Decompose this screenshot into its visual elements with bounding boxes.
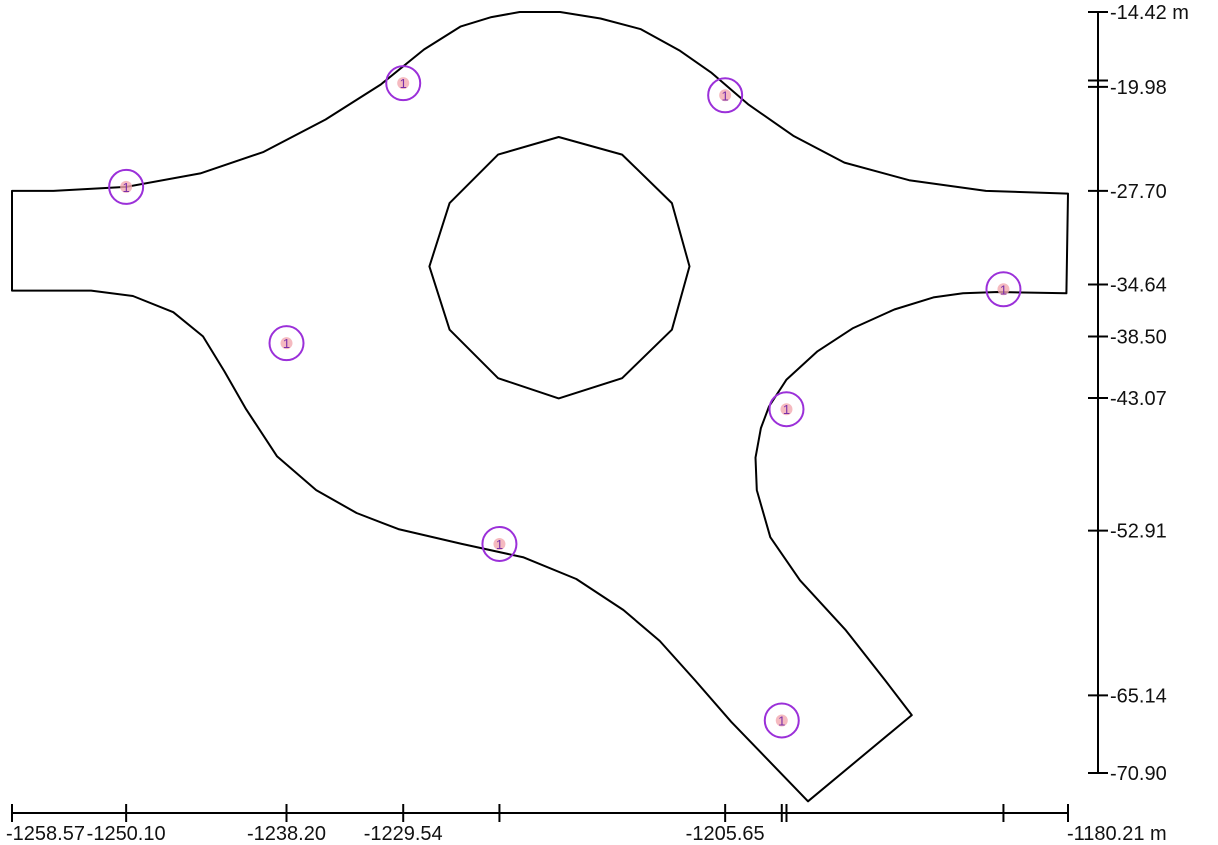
marker-5[interactable]: 1 <box>768 391 805 428</box>
marker-ring <box>768 391 805 428</box>
y-axis-tick-label: -19.98 <box>1110 77 1167 99</box>
marker-4[interactable]: 1 <box>985 271 1022 308</box>
marker-ring <box>108 168 145 205</box>
y-axis-tick-label: -14.42 m <box>1110 2 1189 24</box>
x-axis-tick-label: -1229.54 <box>364 823 443 845</box>
y-axis-tick-label: -27.70 <box>1110 181 1167 203</box>
y-axis-tick-label: -34.64 <box>1110 274 1167 296</box>
marker-2[interactable]: 1 <box>385 65 422 102</box>
marker-dot <box>493 537 506 550</box>
marker-8[interactable]: 1 <box>763 702 800 739</box>
road-layer <box>11 11 1069 803</box>
marker-ring <box>707 77 744 114</box>
marker-ring <box>985 271 1022 308</box>
marker-dot <box>397 77 410 90</box>
marker-label: 1 <box>1000 282 1007 297</box>
y-axis-tick-label: -43.07 <box>1110 388 1167 410</box>
marker-7[interactable]: 1 <box>481 525 518 562</box>
x-axis-tick-label: -1250.10 <box>87 823 166 845</box>
road-outer-boundary <box>11 11 1069 803</box>
marker-1[interactable]: 1 <box>108 168 145 205</box>
x-axis: -1258.57 -1250.10 -1238.20 -1229.54 -1205.65… <box>6 804 1167 845</box>
y-axis-tick-label: -65.14 <box>1110 685 1167 707</box>
marker-dot <box>719 89 732 102</box>
marker-ring <box>481 525 518 562</box>
marker-dot <box>997 283 1010 296</box>
marker-label: 1 <box>783 402 790 417</box>
x-axis-tick-label: -1258.57 <box>6 823 85 845</box>
marker-6[interactable]: 1 <box>268 325 305 362</box>
marker-3[interactable]: 1 <box>707 77 744 114</box>
y-axis-tick-label: -38.50 <box>1110 326 1167 348</box>
marker-label: 1 <box>778 713 785 728</box>
marker-label: 1 <box>400 76 407 91</box>
marker-ring <box>385 65 422 102</box>
y-axis-tick-label: -52.91 <box>1110 521 1167 543</box>
marker-label: 1 <box>722 88 729 103</box>
marker-dot <box>120 180 133 193</box>
x-axis-tick-label: -1180.21 m <box>1067 823 1167 845</box>
x-axis-tick-label: -1205.65 <box>686 823 765 845</box>
marker-dot <box>775 714 788 727</box>
marker-ring <box>763 702 800 739</box>
marker-label: 1 <box>283 336 290 351</box>
y-axis: -14.42 m -19.98 -27.70 -34.64 -38.50 -43.07 -5… <box>1088 2 1189 785</box>
marker-layer: 1 1 1 1 1 1 1 1 <box>108 65 1022 739</box>
marker-label: 1 <box>496 537 503 552</box>
y-axis-tick-label: -70.90 <box>1110 763 1167 785</box>
marker-dot <box>780 403 793 416</box>
marker-label: 1 <box>123 180 130 195</box>
x-axis-tick-label: -1238.20 <box>247 823 326 845</box>
marker-ring <box>268 325 305 362</box>
marker-dot <box>280 337 293 350</box>
roundabout-central-island <box>428 136 691 400</box>
